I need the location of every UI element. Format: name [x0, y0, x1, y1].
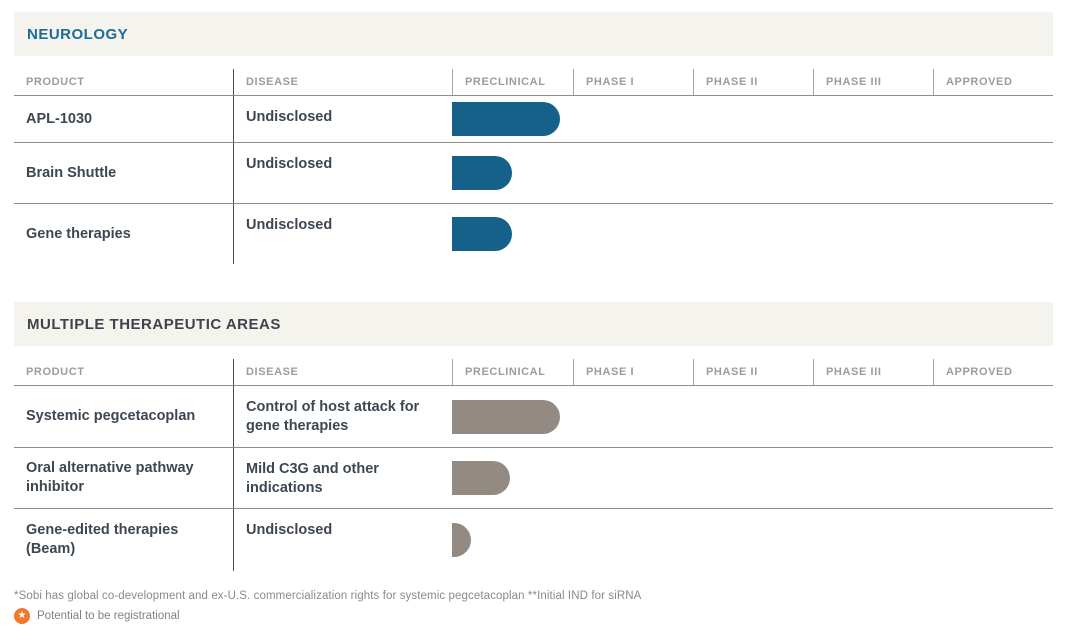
- footer: *Sobi has global co-development and ex-U…: [14, 590, 1053, 624]
- column-header-phase-1: PHASE I: [573, 359, 693, 385]
- progress-bar: [452, 217, 512, 251]
- column-header-phase-2: PHASE II: [693, 359, 813, 385]
- product-name: Brain Shuttle: [26, 164, 117, 181]
- pipeline-row: Gene therapies Undisclosed: [14, 204, 1053, 264]
- column-header-phase-1: PHASE I: [573, 69, 693, 95]
- section-neurology: NEUROLOGY PRODUCT DISEASE PRECLINICAL PH…: [14, 12, 1053, 264]
- column-header-phase-3: PHASE III: [813, 69, 933, 95]
- stage-track: [452, 204, 1053, 264]
- progress-bar: [452, 399, 560, 434]
- section-multiple-therapeutic-areas: MULTIPLE THERAPEUTIC AREAS PRODUCT DISEA…: [14, 302, 1053, 571]
- legend-label: Potential to be registrational: [37, 610, 180, 622]
- disease-name: Undisclosed: [233, 96, 452, 142]
- column-header-approved: APPROVED: [933, 359, 1053, 385]
- table-header-multiple-therapeutic-areas: PRODUCT DISEASE PRECLINICAL PHASE I PHAS…: [14, 359, 1053, 386]
- column-header-preclinical: PRECLINICAL: [452, 359, 573, 385]
- stage-track: [452, 143, 1053, 203]
- section-header-multiple-therapeutic-areas: MULTIPLE THERAPEUTIC AREAS: [14, 302, 1053, 346]
- legend-registrational: ★ Potential to be registrational: [14, 608, 1053, 624]
- star-icon: ★: [14, 608, 30, 624]
- disease-name: Control of host attack for gene therapie…: [233, 386, 452, 447]
- disease-name: Undisclosed: [233, 143, 452, 203]
- stage-track: [452, 96, 1053, 142]
- disease-name: Undisclosed: [233, 509, 452, 571]
- pipeline-row: Brain Shuttle Undisclosed: [14, 143, 1053, 204]
- section-title: MULTIPLE THERAPEUTIC AREAS: [27, 315, 281, 333]
- product-name: APL-1030: [26, 110, 93, 127]
- column-header-phase-2: PHASE II: [693, 69, 813, 95]
- column-header-product: PRODUCT: [26, 76, 85, 88]
- pipeline-row: APL-1030 Undisclosed: [14, 96, 1053, 143]
- column-header-disease: DISEASE: [233, 69, 452, 95]
- progress-bar: [452, 102, 560, 136]
- stage-track: [452, 509, 1053, 571]
- disease-name: Undisclosed: [233, 204, 452, 264]
- column-header-preclinical: PRECLINICAL: [452, 69, 573, 95]
- column-header-product: PRODUCT: [26, 366, 85, 378]
- section-header-neurology: NEUROLOGY: [14, 12, 1053, 56]
- section-title: NEUROLOGY: [27, 25, 129, 43]
- column-header-phase-3: PHASE III: [813, 359, 933, 385]
- progress-bar: [452, 461, 510, 495]
- table-header-neurology: PRODUCT DISEASE PRECLINICAL PHASE I PHAS…: [14, 69, 1053, 96]
- pipeline-page: NEUROLOGY PRODUCT DISEASE PRECLINICAL PH…: [14, 12, 1053, 624]
- product-name: Gene-edited therapies (Beam): [26, 522, 179, 557]
- stage-track: [452, 448, 1053, 508]
- pipeline-row: Gene-edited therapies (Beam) Undisclosed: [14, 509, 1053, 571]
- progress-bar: [452, 156, 512, 190]
- product-name: Gene therapies: [26, 225, 131, 242]
- product-name: Systemic pegcetacoplan: [26, 408, 196, 425]
- footnote: *Sobi has global co-development and ex-U…: [14, 590, 642, 602]
- product-name: Oral alternative pathway inhibitor: [26, 460, 194, 495]
- column-header-disease: DISEASE: [233, 359, 452, 385]
- disease-name: Mild C3G and other indications: [233, 448, 452, 508]
- progress-bar: [452, 523, 471, 557]
- column-header-approved: APPROVED: [933, 69, 1053, 95]
- pipeline-row: Systemic pegcetacoplan Control of host a…: [14, 386, 1053, 448]
- pipeline-row: Oral alternative pathway inhibitor Mild …: [14, 448, 1053, 509]
- stage-track: [452, 386, 1053, 447]
